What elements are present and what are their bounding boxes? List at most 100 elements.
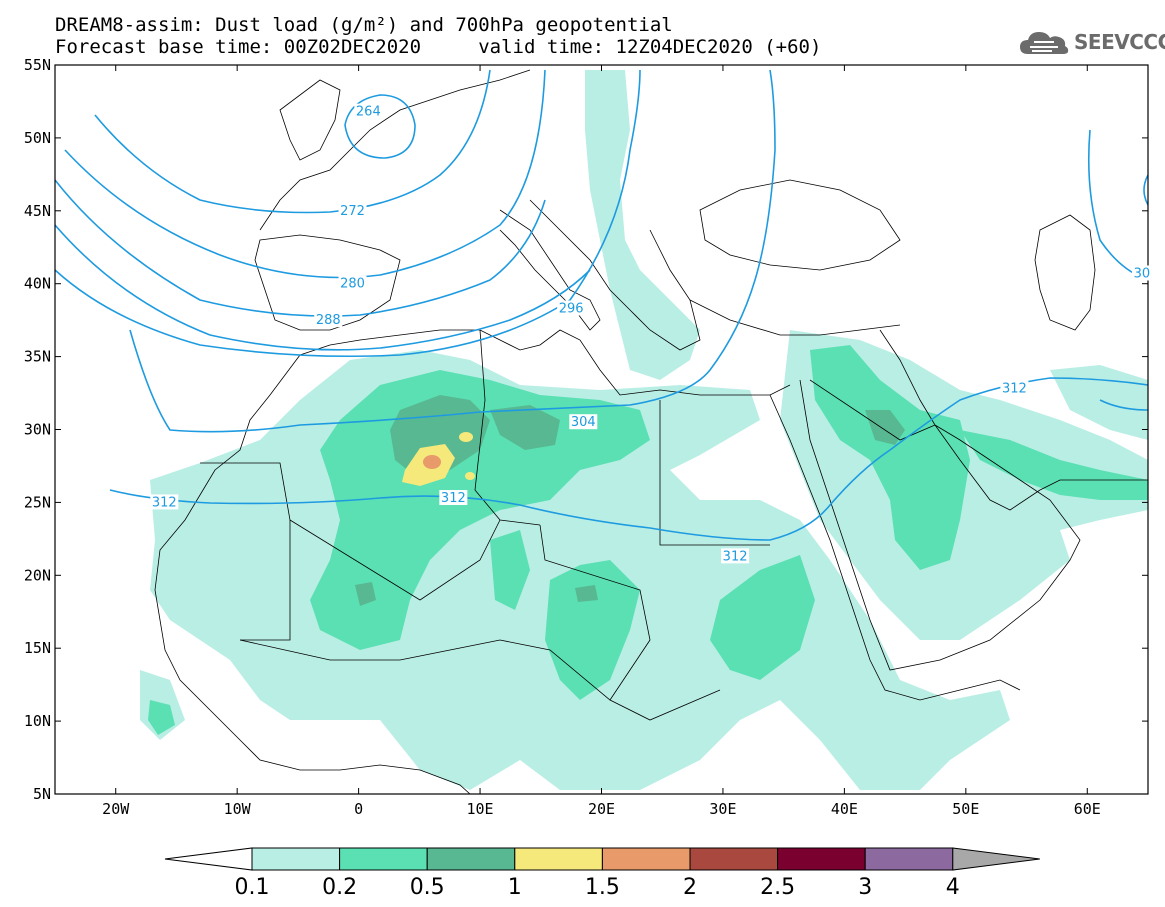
contour-264-loop <box>344 94 416 159</box>
contour-iran-bend <box>1099 399 1148 411</box>
contour-label: 30 <box>1134 266 1151 281</box>
lon-tick-label: 10W <box>224 800 252 818</box>
colorbar-segment <box>864 847 954 871</box>
logo-text: SEEVCCC <box>1074 30 1165 54</box>
colorbar: 0.1 0.2 0.5 1 1.5 2 2.5 3 4 <box>164 847 1040 900</box>
contour-label-bg <box>721 548 750 564</box>
colorbar-max-arrow <box>952 847 1040 871</box>
lat-tick-label: 35N <box>24 348 51 366</box>
dust-region-peak-3 <box>465 472 475 480</box>
contour-label: 296 <box>559 301 584 316</box>
colorbar-label: 0.5 <box>410 875 445 900</box>
dust-shading <box>140 70 1148 790</box>
contour-label-bg <box>354 103 383 119</box>
contour-label-bg <box>1000 380 1029 396</box>
coast-gulf <box>934 424 1148 511</box>
colorbar-label: 1.5 <box>585 875 620 900</box>
lon-tick-label: 30E <box>709 800 736 818</box>
lat-tick-label: 15N <box>24 639 51 657</box>
coast-arabia <box>799 379 1081 671</box>
contour-lower-a <box>55 224 591 351</box>
contour-label-bg <box>439 490 468 506</box>
contour-label-bg <box>1131 265 1152 281</box>
lat-tick-label: 25N <box>24 493 51 511</box>
contour-far-east <box>1087 129 1148 281</box>
dust-region-peak-2 <box>459 432 473 442</box>
dust-region-iran <box>1050 365 1148 440</box>
colorbar-segment <box>777 847 866 871</box>
contour-label: 312 <box>152 495 177 510</box>
contour-label: 312 <box>441 491 466 506</box>
colorbar-label: 2 <box>683 875 697 900</box>
contour-280 <box>64 69 546 279</box>
coast-west-africa <box>154 344 471 794</box>
contour-label-bg <box>338 202 367 218</box>
contour-label-bg <box>569 414 598 430</box>
border-libya-egypt <box>659 400 770 546</box>
contour-304 <box>129 69 776 433</box>
contour-label: 288 <box>316 313 341 328</box>
colorbar-segment <box>251 847 341 871</box>
contour-label: 280 <box>340 277 365 292</box>
cloud-icon <box>1020 32 1069 54</box>
lon-tick-label: 60E <box>1074 800 1101 818</box>
title-line-1: DREAM8-assim: Dust load (g/m²) and 700hP… <box>55 14 673 36</box>
border-algeria-libya <box>474 329 541 526</box>
lat-tick-label: 10N <box>24 712 51 730</box>
logo: SEEVCCC <box>1018 28 1165 56</box>
coast-north-africa <box>329 329 791 396</box>
coast-turkey <box>689 299 901 336</box>
coast-caspian <box>1034 214 1096 331</box>
dust-region-saudi <box>810 345 970 570</box>
border-sahel <box>239 639 721 721</box>
contour-label: 312 <box>1002 382 1027 397</box>
dust-region-niger <box>490 530 530 610</box>
contour-label: 264 <box>356 105 381 120</box>
lon-tick-label: 0 <box>354 800 363 818</box>
dust-region-libya-core <box>490 405 560 450</box>
colorbar-segment <box>426 847 516 871</box>
dust-region-mali-core <box>355 582 376 606</box>
lon-tick-label: 10E <box>467 800 494 818</box>
lat-tick-label: 5N <box>33 785 51 803</box>
dust-region-chad <box>545 560 640 700</box>
lat-tick-label: 50N <box>24 129 51 147</box>
longitude-axis: 20W 10W 0 10E 20E 30E 40E 50E 60E <box>102 65 1101 818</box>
colorbar-min-arrow <box>164 847 253 871</box>
lat-tick-label: 30N <box>24 421 51 439</box>
lon-tick-label: 20W <box>102 800 130 818</box>
dust-region-europe-plume <box>585 70 700 380</box>
border-saudi <box>809 379 936 441</box>
colorbar-label: 0.1 <box>235 875 270 900</box>
colorbar-segment <box>601 847 691 871</box>
colorbar-label: 1 <box>508 875 522 900</box>
border-mali-niger <box>289 519 501 601</box>
coastlines <box>154 69 1148 794</box>
lon-tick-label: 40E <box>831 800 858 818</box>
latitude-axis: 55N 50N 45N 40N 35N 30N 25N 20N 15N 10N 5N <box>24 56 1148 803</box>
coast-europe <box>259 69 531 231</box>
contour-labels: 264 272 280 288 296 304 312 312 312 312 30 <box>150 103 1152 564</box>
title-line-2: Forecast base time: 00Z02DEC2020 valid t… <box>55 36 822 58</box>
colorbar-label: 0.2 <box>322 875 357 900</box>
coast-britain <box>279 79 341 161</box>
contour-label-bg <box>314 312 343 328</box>
lat-tick-label: 45N <box>24 202 51 220</box>
contour-label: 312 <box>723 549 748 564</box>
contour-label-bg <box>150 494 179 510</box>
border-chad <box>539 524 651 701</box>
colorbar-label: 3 <box>858 875 872 900</box>
contour-288 <box>55 179 546 317</box>
lat-tick-label: 20N <box>24 566 51 584</box>
lon-tick-label: 20E <box>588 800 615 818</box>
dust-region-sudan <box>710 555 815 680</box>
dust-region-chad-core <box>575 585 598 602</box>
coast-italy <box>499 209 601 331</box>
contour-far-east-2 <box>1143 174 1148 206</box>
colorbar-segment <box>689 847 779 871</box>
contour-label: 272 <box>340 204 365 219</box>
geopotential-contours <box>55 69 1148 541</box>
border-iraq-iran <box>879 329 936 426</box>
contour-label-bg <box>557 300 586 316</box>
coast-iberia <box>254 234 401 331</box>
